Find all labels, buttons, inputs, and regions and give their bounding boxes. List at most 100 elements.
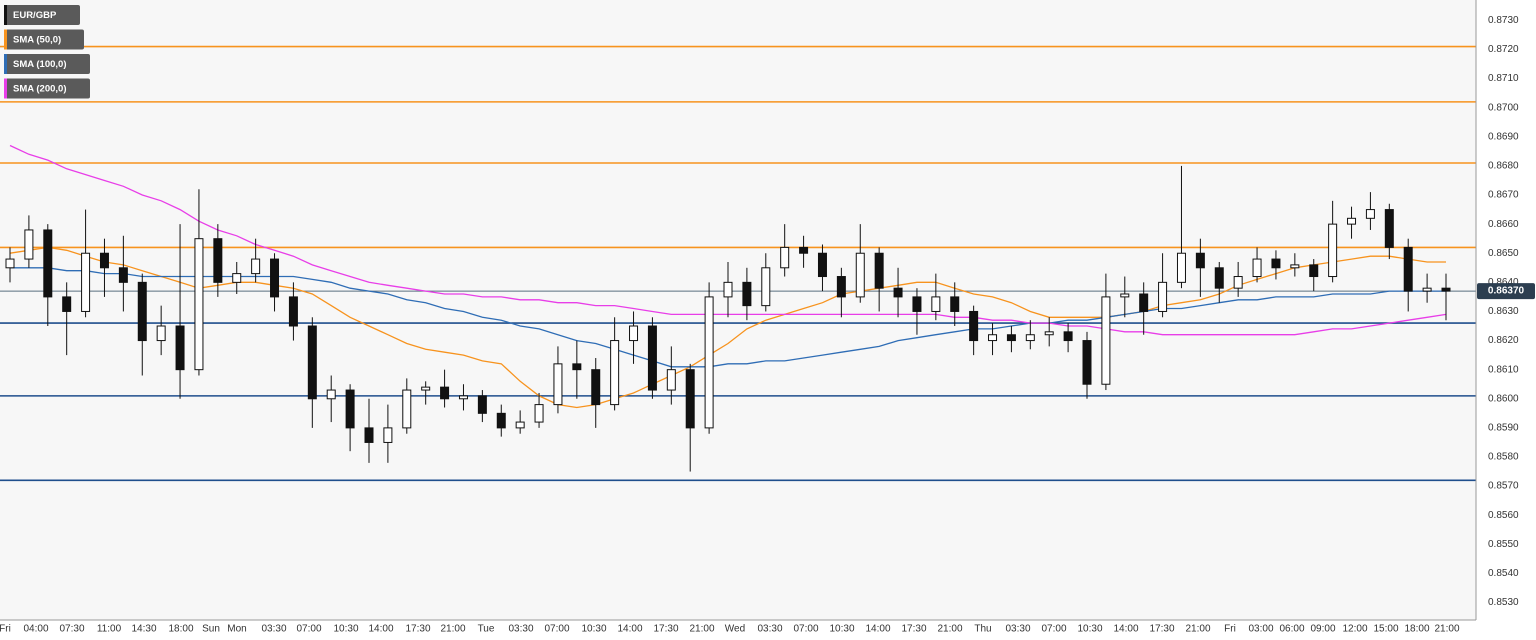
x-tick-label: 17:30 [1149, 624, 1174, 635]
x-tick-label: 03:30 [508, 624, 533, 635]
sma-line [9, 246, 1446, 409]
candle-body [1271, 258, 1281, 269]
candle-body [647, 325, 657, 391]
candle-body [307, 325, 317, 400]
candle-body [251, 258, 261, 275]
candle-body [1063, 331, 1073, 342]
legend-label: SMA (100,0) [13, 59, 67, 70]
candle-body [232, 273, 242, 283]
x-tick-label: 14:00 [617, 624, 642, 635]
last-price-label: 0.86370 [1488, 286, 1525, 297]
candle-body [685, 369, 695, 429]
candle-body [1176, 252, 1186, 283]
y-tick-label: 0.8700 [1488, 102, 1519, 113]
candle-body [950, 296, 960, 312]
x-tick-label: 04:00 [23, 624, 48, 635]
candle-body [99, 252, 109, 269]
candle-body [912, 296, 922, 312]
y-tick-label: 0.8530 [1488, 597, 1519, 608]
candle-body [1290, 264, 1300, 269]
candle-body [81, 252, 91, 312]
candle-body [629, 325, 639, 342]
legend-box [4, 54, 90, 74]
candle-body [1025, 334, 1035, 342]
x-tick-label: 14:30 [131, 624, 156, 635]
x-tick-label: Fri [0, 624, 11, 635]
x-tick-label: Thu [974, 624, 991, 635]
y-tick-label: 0.8640 [1488, 277, 1519, 288]
candle-body [1082, 340, 1092, 385]
candle-body [213, 238, 223, 283]
candle-body [969, 310, 979, 342]
y-tick-label: 0.8650 [1488, 248, 1519, 259]
legend-label: SMA (200,0) [13, 84, 67, 95]
candle-body [1233, 276, 1243, 289]
candle-body [496, 412, 506, 429]
candle-body [515, 421, 525, 429]
candle-body [855, 252, 865, 298]
axes: 0.8730 0.8720 0.8710 0.8700 0.8690 0.8680 0.86… [0, 15, 1535, 635]
x-tick-label: 07:00 [793, 624, 818, 635]
candle-body [1384, 209, 1394, 248]
x-tick-label: 17:30 [405, 624, 430, 635]
x-tick-label: Mon [227, 624, 246, 635]
sma-line [10, 267, 1446, 368]
x-tick-label: 03:30 [261, 624, 286, 635]
candle-body [534, 404, 544, 423]
x-tick-label: 10:30 [581, 624, 606, 635]
candle-body [1006, 334, 1016, 342]
candle-body [477, 395, 487, 414]
x-tick-label: 07:30 [59, 624, 84, 635]
x-tick-label: 15:00 [1373, 624, 1398, 635]
x-tick-label: Wed [725, 624, 745, 635]
candle-body [553, 363, 563, 406]
candle-body [1044, 331, 1054, 336]
y-tick-label: 0.8630 [1488, 306, 1519, 317]
candle-body [5, 258, 15, 269]
candle-body [1347, 217, 1357, 225]
y-tick-label: 0.8680 [1488, 161, 1519, 172]
candle-body [572, 363, 582, 371]
x-tick-label: 14:00 [368, 624, 393, 635]
legend: EUR/GBP SMA (50,0) SMA (100,0) SMA (200,0) [4, 5, 90, 99]
legend-box [4, 29, 84, 50]
candle-body [761, 267, 771, 307]
candle-body [43, 229, 53, 298]
candle-body [137, 281, 147, 342]
candle-body [1101, 296, 1111, 385]
y-tick-label: 0.8560 [1488, 510, 1519, 521]
legend-swatch [4, 54, 7, 74]
x-tick-label: Sun [202, 624, 220, 635]
candle-body [288, 296, 298, 327]
candle-body [1403, 246, 1413, 292]
legend-box [4, 78, 90, 99]
x-tick-label: 03:30 [757, 624, 782, 635]
candle-body [666, 369, 676, 391]
candle-body [988, 334, 998, 342]
candle-body [440, 386, 450, 400]
candle-body [118, 267, 128, 283]
x-tick-label: 14:00 [865, 624, 890, 635]
x-tick-label: 21:00 [1185, 624, 1210, 635]
x-tick-label: 18:00 [1404, 624, 1429, 635]
candle-body [1328, 223, 1338, 278]
marks [0, 45, 1476, 482]
candle-body [874, 252, 884, 289]
legend-swatch [4, 5, 7, 25]
candle-body [817, 252, 827, 278]
y-tick-label: 0.8540 [1488, 568, 1519, 579]
x-tick-label: 18:00 [168, 624, 193, 635]
candle-body [591, 369, 601, 406]
x-tick-label: 06:00 [1279, 624, 1304, 635]
candle-body [1120, 293, 1130, 298]
candle-body [1139, 293, 1149, 312]
x-tick-label: 21:00 [689, 624, 714, 635]
y-tick-label: 0.8580 [1488, 452, 1519, 463]
y-tick-label: 0.8690 [1488, 131, 1519, 142]
candle-body [175, 325, 185, 371]
y-tick-label: 0.8620 [1488, 335, 1519, 346]
candle-body [1422, 287, 1432, 292]
x-tick-label: 07:00 [296, 624, 321, 635]
x-tick-label: 17:30 [653, 624, 678, 635]
candle-body [723, 281, 733, 298]
